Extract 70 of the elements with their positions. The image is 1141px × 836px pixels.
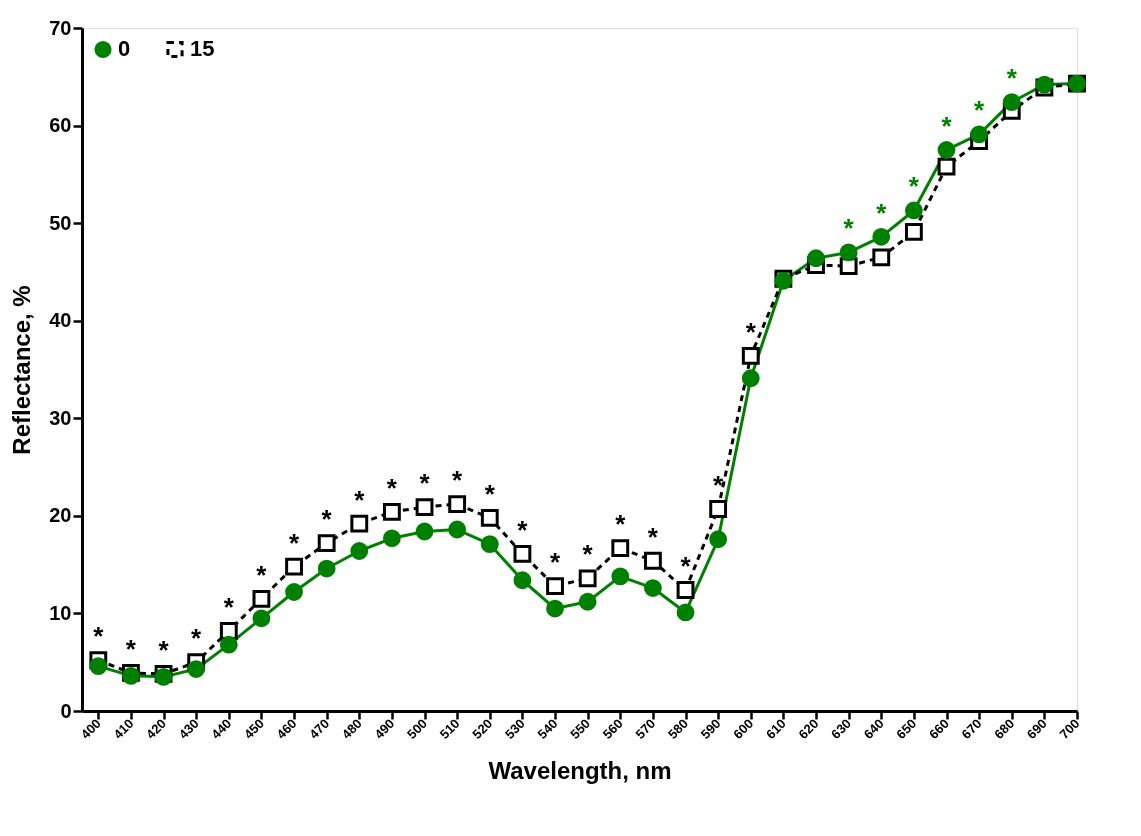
y-tick-label: 20 (49, 504, 72, 527)
annotation: * (125, 633, 137, 664)
x-tick-label: 650 (893, 715, 920, 742)
legend-label: 15 (190, 36, 215, 62)
annotation: * (745, 316, 757, 347)
y-tick-label: 0 (60, 699, 72, 722)
x-tick-label: 420 (143, 715, 170, 742)
x-tick-label: 640 (860, 715, 887, 742)
annotation: * (93, 621, 105, 652)
x-tick-label: 400 (77, 715, 104, 742)
annotation: * (843, 213, 855, 244)
x-tick-label: 540 (534, 715, 561, 742)
x-axis-title: Wavelength, nm (488, 756, 672, 784)
x-tick-label: 580 (665, 715, 691, 742)
x-tick-label: 620 (795, 715, 822, 742)
annotation: * (354, 484, 366, 515)
x-tick-label: 410 (110, 715, 137, 742)
annotation: * (223, 591, 235, 622)
x-tick-label: 560 (599, 715, 626, 742)
y-tick-label: 10 (49, 601, 72, 624)
x-tick-label: 690 (1023, 715, 1050, 742)
annotation: * (549, 547, 561, 578)
x-tick-label: 510 (436, 715, 463, 742)
x-tick-label: 680 (991, 715, 1018, 742)
x-tick-label: 480 (338, 715, 365, 742)
annotation: * (419, 468, 431, 499)
annotation: * (321, 504, 333, 535)
y-tick-label: 70 (49, 16, 72, 39)
x-tick-label: 610 (762, 715, 789, 742)
annotation: * (191, 623, 203, 654)
annotation: * (647, 521, 659, 552)
x-tick-label: 450 (240, 715, 267, 742)
y-axis-title: Reflectance, % (8, 285, 36, 455)
y-tick-label: 60 (49, 114, 72, 137)
x-tick-label: 670 (958, 715, 985, 742)
x-tick-label: 500 (404, 715, 430, 742)
annotation: * (680, 551, 692, 582)
x-tick-label: 520 (469, 715, 496, 742)
x-tick-label: 630 (828, 715, 855, 742)
x-tick-label: 470 (306, 715, 333, 742)
annotation: * (713, 470, 725, 501)
annotation: * (876, 197, 888, 228)
x-tick-label: 550 (567, 715, 594, 742)
y-tick-label: 50 (49, 211, 72, 234)
x-tick-label: 530 (501, 715, 528, 742)
annotation: * (615, 509, 627, 540)
x-tick-label: 590 (697, 715, 724, 742)
annotation: * (582, 539, 594, 570)
x-tick-label: 660 (926, 715, 952, 742)
annotation: * (386, 472, 398, 503)
x-tick-label: 430 (175, 715, 202, 742)
annotation: * (452, 465, 464, 496)
annotation: * (1006, 63, 1018, 94)
x-tick-label: 570 (632, 715, 659, 742)
x-tick-label: 490 (371, 715, 398, 742)
annotation: * (517, 514, 529, 545)
x-tick-label: 440 (208, 715, 235, 742)
annotation: * (288, 527, 300, 558)
annotation: * (941, 110, 953, 141)
annotation: * (256, 559, 268, 590)
annotation: * (158, 634, 170, 665)
annotation: * (908, 171, 920, 202)
y-tick-label: 40 (49, 309, 72, 332)
legend-label: 0 (118, 36, 131, 62)
y-tick-label: 30 (49, 406, 72, 429)
annotation: * (484, 478, 496, 509)
x-tick-label: 600 (730, 715, 757, 742)
x-tick-label: 700 (1056, 715, 1083, 742)
annotation: * (974, 95, 986, 126)
x-tick-label: 460 (273, 715, 300, 742)
